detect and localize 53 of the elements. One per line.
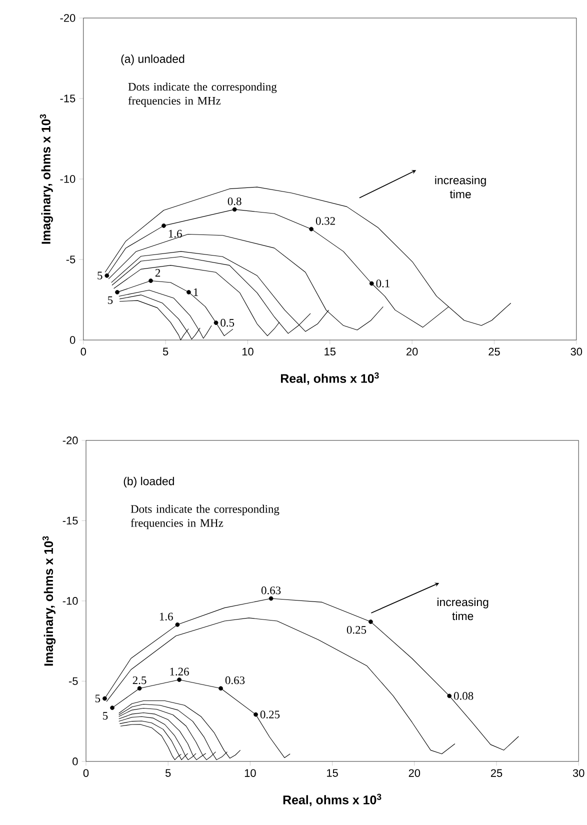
y-tick-label: -20 (60, 14, 76, 22)
annotation: (a) unloaded (121, 54, 184, 66)
x-tick-label: 5 (162, 348, 168, 356)
x-tick-label: 20 (406, 348, 418, 356)
annotation: 2.5 (132, 676, 146, 684)
annotation: increasing time (437, 598, 488, 620)
y-tick-label: -15 (60, 94, 76, 102)
x-tick-label: 20 (408, 769, 420, 777)
y-axis-title: Imaginary, ohms x 10$^{3}$ (42, 536, 56, 666)
x-tick-label: 25 (488, 348, 500, 356)
annotation: 0.25 (346, 626, 366, 634)
y-tick-label: -10 (62, 597, 78, 605)
annotation: 0.1 (376, 280, 390, 288)
x-tick-label: 0 (80, 348, 86, 356)
x-tick-label: 30 (572, 769, 584, 777)
annotation: 5 (98, 272, 102, 280)
x-tick-label: 15 (327, 769, 338, 777)
x-axis-title: Real, ohms x 10$^{3}$ (280, 372, 379, 385)
annotation: 0.5 (220, 318, 234, 327)
annotation: 5 (103, 712, 108, 720)
y-tick-label: -20 (62, 436, 78, 444)
y-axis-title: Imaginary, ohms x 10$^{3}$ (40, 114, 53, 244)
annotation: increasing time (435, 176, 486, 198)
annotation: (b) loaded (124, 476, 174, 488)
x-tick-label: 25 (490, 769, 502, 777)
x-tick-label: 10 (242, 348, 254, 356)
annotation: 2 (155, 269, 160, 277)
annotation: Dots indicate the corresponding frequencies in MHz (128, 82, 277, 107)
y-tick-label: -15 (62, 516, 78, 524)
annotation: 5 (95, 694, 100, 702)
x-tick-label: 0 (83, 769, 89, 777)
annotation: 1 (194, 288, 198, 296)
x-axis-title: Real, ohms x 10$^{3}$ (283, 794, 382, 806)
y-tick-label: -10 (60, 175, 76, 183)
x-tick-label: 5 (165, 769, 171, 777)
annotation: 1.6 (168, 230, 182, 238)
annotation: 5 (108, 296, 113, 304)
y-tick-label: 0 (72, 758, 78, 766)
annotation: 1.26 (170, 668, 189, 676)
annotation: 0.25 (260, 710, 280, 718)
x-tick-label: 30 (570, 348, 582, 356)
annotation: 0.08 (454, 692, 474, 700)
x-tick-label: 10 (244, 769, 256, 777)
annotation: Dots indicate the corresponding frequencies in MHz (130, 504, 280, 530)
y-tick-label: -5 (66, 256, 76, 264)
annotation: 0.63 (261, 586, 281, 594)
y-tick-label: -5 (68, 677, 78, 685)
y-tick-label: 0 (70, 336, 76, 344)
annotation: 0.8 (228, 197, 242, 206)
x-tick-label: 15 (324, 348, 336, 356)
annotation: 1.6 (160, 612, 173, 620)
annotation: 0.63 (225, 676, 245, 684)
annotation: 0.32 (316, 217, 335, 225)
